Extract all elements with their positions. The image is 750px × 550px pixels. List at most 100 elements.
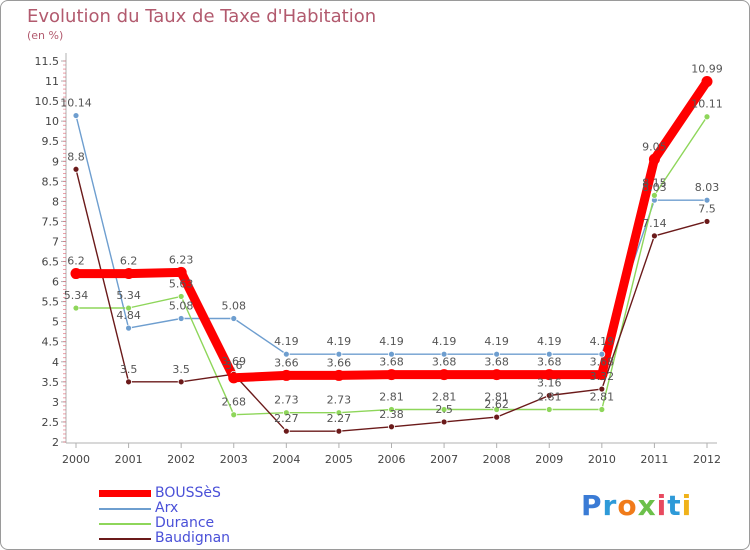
data-point <box>228 372 240 384</box>
x-tick-label: 2007 <box>430 453 458 466</box>
data-point <box>598 350 606 358</box>
data-label: 8.15 <box>642 176 667 189</box>
proxiti-logo: Proxiti <box>581 489 692 522</box>
data-label: 5.34 <box>64 289 89 302</box>
data-label: 5.63 <box>169 277 194 290</box>
data-point <box>388 350 395 358</box>
data-point <box>280 369 292 381</box>
chart-title: Evolution du Taux de Taxe d'Habitation <box>27 6 377 27</box>
x-tick-label: 2010 <box>588 453 616 466</box>
data-point <box>125 324 132 332</box>
data-point <box>438 369 450 381</box>
y-tick-label: 6.5 <box>42 256 60 269</box>
x-tick-label: 2006 <box>378 453 406 466</box>
data-label: 6.23 <box>169 253 194 266</box>
data-label: 2.38 <box>379 408 404 421</box>
y-tick-label: 3 <box>52 396 59 409</box>
data-label: 2.27 <box>327 412 352 425</box>
data-label: 3.66 <box>327 356 352 369</box>
data-label: 2.5 <box>435 403 453 416</box>
y-tick-label: 7.5 <box>42 215 60 228</box>
data-label: 6.2 <box>67 255 85 268</box>
legend-item-baudignan: Baudignan <box>99 531 359 547</box>
logo-letter: x <box>637 489 657 522</box>
x-tick-label: 2000 <box>62 453 90 466</box>
logo-letter: t <box>667 489 682 522</box>
data-label: 4.19 <box>379 335 404 348</box>
data-label: 10.14 <box>60 97 92 110</box>
data-point <box>333 369 345 381</box>
y-tick-label: 11 <box>45 75 59 88</box>
y-tick-label: 3.5 <box>42 376 60 389</box>
legend-swatch-baudignan <box>99 538 151 540</box>
data-point <box>230 411 238 419</box>
data-label: 4.19 <box>274 335 299 348</box>
data-point <box>125 304 132 312</box>
x-tick-label: 2009 <box>535 453 563 466</box>
data-label: 5.08 <box>222 299 247 312</box>
data-point <box>440 406 448 413</box>
legend-item-arx: Arx <box>99 501 359 517</box>
data-point <box>70 268 82 280</box>
data-point <box>72 165 80 173</box>
data-label: 7.5 <box>698 202 716 215</box>
data-label: 2.73 <box>327 394 352 407</box>
data-point <box>493 406 501 413</box>
data-point <box>177 378 185 386</box>
series-line <box>71 77 712 383</box>
y-tick-label: 10 <box>45 115 59 128</box>
data-label: 6.2 <box>120 255 138 268</box>
legend-swatch-durance <box>99 523 151 525</box>
data-point <box>703 113 711 121</box>
y-tick-label: 2 <box>52 436 59 449</box>
data-point <box>72 112 80 119</box>
data-point <box>493 413 501 421</box>
data-label: 3.5 <box>172 363 190 376</box>
data-label: 4.19 <box>537 335 562 348</box>
series-points <box>70 75 713 435</box>
x-tick-label: 2005 <box>325 453 353 466</box>
data-label: 9.05 <box>642 140 667 153</box>
data-point <box>388 406 395 413</box>
y-tick-label: 5.5 <box>42 296 60 309</box>
data-point <box>440 350 448 358</box>
data-label: 8.8 <box>67 150 85 163</box>
data-point <box>72 304 80 312</box>
x-tick-label: 2004 <box>272 453 300 466</box>
x-tick-label: 2012 <box>693 453 721 466</box>
logo-letter: o <box>617 489 638 522</box>
y-tick-label: 11.5 <box>35 55 60 68</box>
data-point <box>545 392 553 399</box>
data-point <box>282 427 290 435</box>
data-label: 3.68 <box>590 356 615 369</box>
data-point <box>651 232 658 240</box>
data-label: 3.16 <box>537 376 562 389</box>
data-label: 3.68 <box>484 356 509 369</box>
data-label: 5.08 <box>169 299 194 312</box>
x-tick-label: 2008 <box>483 453 511 466</box>
logo-letter: i <box>656 489 668 522</box>
data-point <box>596 369 608 381</box>
data-point <box>651 191 658 199</box>
data-label: 5.34 <box>116 289 141 302</box>
data-point <box>545 406 553 413</box>
data-point <box>177 293 185 300</box>
data-point <box>648 153 660 165</box>
y-tick-label: 10.5 <box>35 95 60 108</box>
legend-swatch-bousses <box>99 490 151 497</box>
legend-label-bousses: BOUSSèS <box>155 485 221 501</box>
data-label: 2.73 <box>274 394 299 407</box>
data-label: 2.81 <box>537 391 562 404</box>
data-point <box>335 409 343 417</box>
data-point <box>335 427 343 435</box>
data-point <box>598 406 606 413</box>
data-point <box>125 378 132 386</box>
legend-label-arx: Arx <box>155 500 179 516</box>
y-tick-label: 4.5 <box>42 336 60 349</box>
data-label: 3.32 <box>590 370 615 383</box>
legend-item-durance: Durance <box>99 516 359 532</box>
data-point <box>598 385 606 393</box>
data-point <box>335 350 343 358</box>
data-label: 3.5 <box>120 363 138 376</box>
